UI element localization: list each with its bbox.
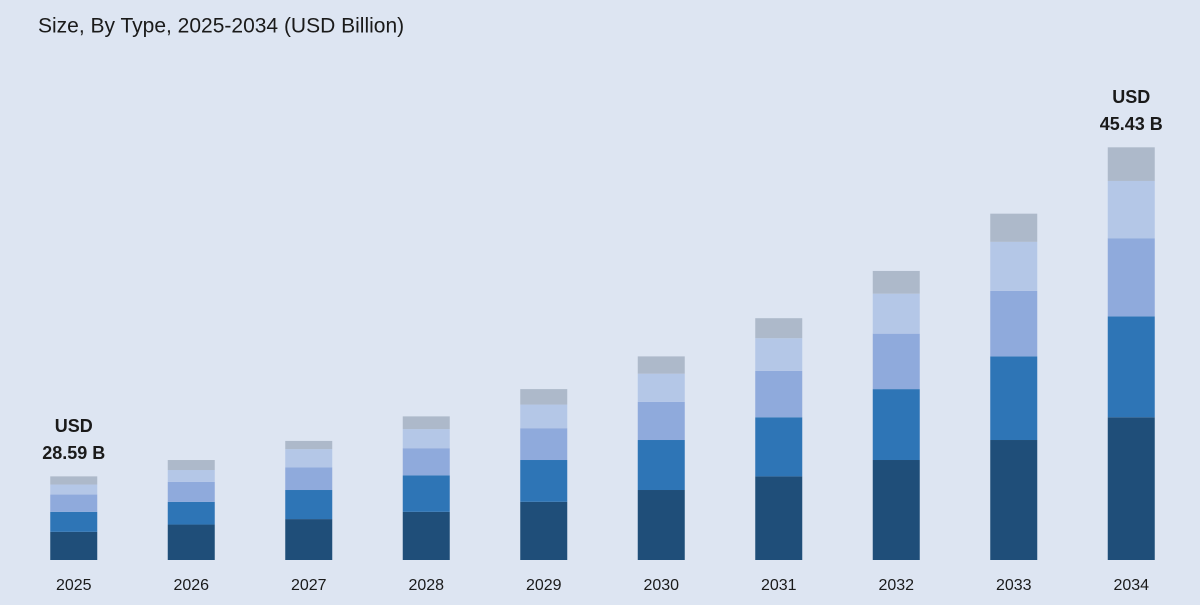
bar-segment <box>755 370 803 418</box>
bar-segment <box>402 416 450 430</box>
x-tick-label: 2025 <box>56 577 92 594</box>
total-annotation: 45.43 B <box>1100 114 1163 134</box>
bar-segment <box>167 501 215 525</box>
bar-segment <box>520 428 568 461</box>
bar-segment <box>520 404 568 429</box>
bar-segment <box>1107 147 1155 181</box>
bar-segment <box>285 449 333 468</box>
bar-segment <box>755 476 803 560</box>
x-tick-label: 2028 <box>408 577 444 594</box>
bar-segment <box>402 511 450 560</box>
bar-segment <box>167 481 215 502</box>
bar-segment <box>755 318 803 339</box>
bar-segment <box>520 501 568 560</box>
bar-segment <box>990 440 1038 560</box>
bar-segment <box>520 460 568 502</box>
bar-segment <box>872 389 920 461</box>
bar-segment <box>637 373 685 402</box>
bar-segment <box>285 490 333 520</box>
bar-segment <box>50 511 98 532</box>
bar-segment <box>167 460 215 471</box>
bar-segment <box>755 417 803 477</box>
x-tick-label: 2034 <box>1113 577 1149 594</box>
bar-segment <box>285 519 333 560</box>
bar-segment <box>402 448 450 476</box>
bar-segment <box>50 484 98 495</box>
x-tick-label: 2029 <box>526 577 562 594</box>
bar-segment <box>990 213 1038 242</box>
x-tick-label: 2030 <box>643 577 679 594</box>
x-tick-label: 2033 <box>996 577 1032 594</box>
bar-segment <box>755 338 803 371</box>
bar-segment <box>167 524 215 560</box>
bar-segment <box>1107 180 1155 239</box>
x-tick-label: 2031 <box>761 577 797 594</box>
bar-segment <box>520 389 568 405</box>
bar-segment <box>872 270 920 294</box>
bar-segment <box>637 440 685 491</box>
bar-segment <box>1107 238 1155 317</box>
total-annotation: USD <box>1112 87 1150 107</box>
bar-segment <box>402 475 450 512</box>
bar-segment <box>285 467 333 491</box>
bar-segment <box>990 356 1038 441</box>
bar-segment <box>872 460 920 560</box>
x-tick-label: 2032 <box>878 577 914 594</box>
bar-segment <box>990 241 1038 291</box>
bar-segment <box>872 333 920 390</box>
bar-segment <box>167 470 215 482</box>
bar-segment <box>402 429 450 449</box>
bar-segment <box>637 356 685 374</box>
chart-subtitle: Size, By Type, 2025-2034 (USD Billion) <box>38 15 404 38</box>
bar-segment <box>1107 316 1155 418</box>
bar-segment <box>285 440 333 450</box>
bar-segment <box>1107 417 1155 560</box>
bar-segment <box>990 290 1038 357</box>
x-tick-label: 2027 <box>291 577 327 594</box>
total-annotation: 28.59 B <box>42 443 105 463</box>
bar-segment <box>637 401 685 441</box>
bar-segment <box>50 476 98 485</box>
total-annotation: USD <box>55 416 93 436</box>
bar-segment <box>872 293 920 334</box>
bar-segment <box>637 490 685 560</box>
bar-segment <box>50 494 98 512</box>
bar-segment <box>50 531 98 560</box>
x-tick-label: 2026 <box>173 577 209 594</box>
